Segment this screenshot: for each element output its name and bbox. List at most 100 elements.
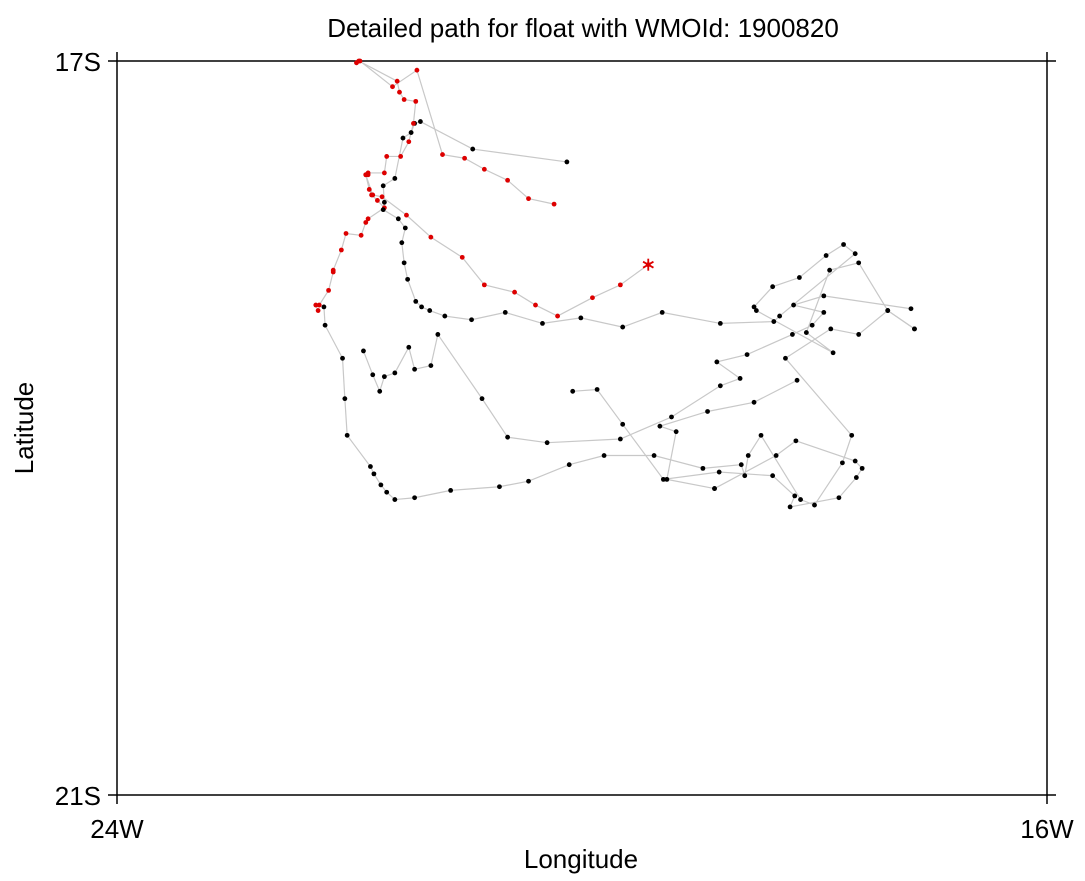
track-point [700,465,706,471]
track-point [378,482,384,488]
track-point [392,176,398,181]
track-point [379,194,385,200]
track-point [357,58,363,64]
track-point [751,304,757,310]
track-point [791,302,796,308]
x-axis-label: Longitude [524,844,638,874]
track-point [392,497,398,502]
track-point [481,282,487,288]
track-point [481,166,487,172]
track-point [381,170,387,176]
track-point [366,187,372,192]
track-point [617,282,623,288]
track-point [340,355,345,361]
track-point [384,154,390,159]
track-point [555,313,560,319]
track-point [751,399,757,405]
track-point [370,192,376,198]
track-point [400,135,406,141]
track-point [428,234,434,240]
track-point [316,302,322,308]
y-tick-label-top: 17S [55,47,101,77]
track-point [770,284,776,290]
track-point [803,330,809,335]
track-point [852,251,858,257]
track-point [381,199,387,205]
track-point [365,216,371,222]
track-point [564,159,570,165]
track-point [406,139,412,145]
track-point [390,84,395,90]
track-point [380,183,386,189]
track-point [792,493,798,499]
track-segment [356,60,555,205]
track-point [793,438,799,444]
track-point [796,275,802,280]
track-point [326,287,331,293]
track-point [849,432,855,438]
track-point [322,322,328,328]
track-segment [314,174,649,317]
track-point [617,436,623,442]
track-point [836,495,842,501]
track-point [413,298,419,304]
track-point [853,475,859,480]
track-point [744,352,750,357]
track-segment [382,120,915,354]
track-point [578,315,584,321]
track-point [368,464,373,469]
track-point [812,502,817,508]
track-point [840,460,845,466]
track-point [673,429,679,435]
track-point [344,432,350,438]
track-point [394,78,400,84]
track-point [377,388,383,394]
track-point [830,350,836,356]
track-point [404,212,409,218]
track-point [566,462,572,468]
x-tick-label-left: 24W [90,814,144,844]
track-point [414,67,420,73]
track-point [399,240,405,246]
track-point [470,146,476,152]
track-point [714,359,720,365]
track-point [841,242,846,247]
track-point [856,260,862,266]
chart-title: Detailed path for float with WMOId: 1900… [327,13,839,43]
track-point [505,177,510,183]
track-point [885,308,891,313]
track-point [371,471,377,477]
track-point [408,130,414,135]
track-point [777,313,783,319]
track-point [664,476,670,482]
track-point [384,489,390,495]
track-point [856,332,862,337]
track-point [342,396,348,402]
track-point [462,155,467,161]
track-point [753,308,759,313]
track-point [809,322,815,328]
x-tick-label-right: 16W [1020,814,1074,844]
track-point [551,201,557,207]
track-point [428,363,434,369]
track-point [533,302,538,308]
track-point [770,473,776,479]
track-point [798,497,803,502]
track-point [412,495,417,501]
track-point [392,370,398,376]
track-point [601,453,607,458]
track-point [402,225,408,231]
track-point [419,304,424,310]
track-point [413,98,419,104]
track-point [526,478,531,484]
track-point [771,319,777,324]
track-point [381,374,387,380]
track-point [717,321,723,326]
track-point [823,253,829,258]
track-point [397,89,402,95]
track-point [338,247,344,253]
track-point [828,326,834,332]
track-point [406,344,412,350]
track-point [659,309,665,315]
